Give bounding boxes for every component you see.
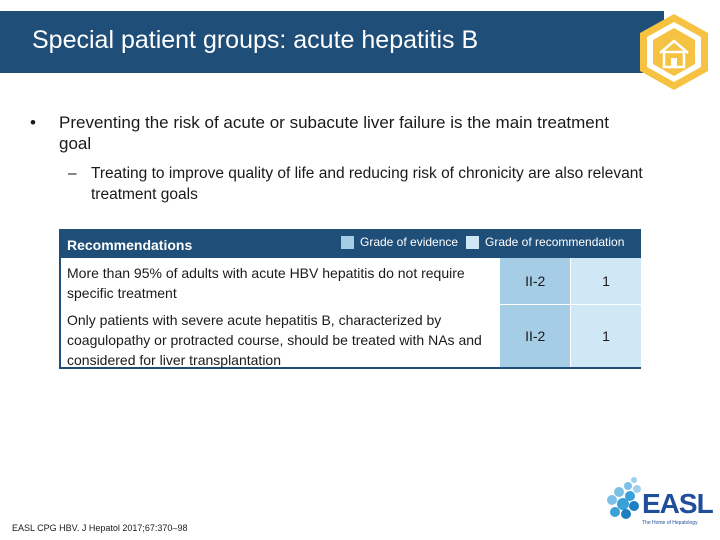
easl-logo: EASL The Home of Hepatology — [604, 476, 714, 532]
legend-evidence-swatch — [341, 235, 354, 249]
legend-recommendation-swatch — [466, 235, 479, 249]
citation: EASL CPG HBV. J Hepatol 2017;67:370–98 — [12, 523, 188, 533]
legend-evidence: Grade of evidence — [341, 235, 458, 249]
logo-tagline: The Home of Hepatology — [642, 520, 698, 526]
recommendation-grade: 1 — [571, 258, 641, 304]
recommendation-text: Only patients with severe acute hepatiti… — [61, 305, 501, 368]
recommendations-table: More than 95% of adults with acute HBV h… — [59, 258, 641, 369]
bullet-main-text: Preventing the risk of acute or subacute… — [59, 113, 609, 153]
legend-recommendation: Grade of recommendation — [466, 235, 624, 249]
evidence-grade: II-2 — [500, 305, 572, 367]
legend-recommendation-label: Grade of recommendation — [485, 235, 625, 249]
recommendations-title: Recommendations — [67, 237, 193, 253]
bullet-sub-text: Treating to improve quality of life and … — [91, 165, 643, 203]
legend-evidence-label: Grade of evidence — [360, 235, 459, 249]
logo-icon — [607, 477, 641, 519]
slide-title: Special patient groups: acute hepatitis … — [32, 26, 479, 54]
recommendations-header: Recommendations Grade of evidence Grade … — [59, 229, 641, 258]
bullet-marker: • — [30, 113, 36, 132]
title-bar — [0, 11, 664, 73]
home-icon — [640, 14, 708, 90]
recommendation-grade: 1 — [571, 305, 641, 367]
recommendation-text: More than 95% of adults with acute HBV h… — [61, 258, 501, 304]
evidence-grade: II-2 — [500, 258, 572, 304]
home-button[interactable] — [636, 12, 712, 92]
table-row: Only patients with severe acute hepatiti… — [61, 304, 641, 368]
bullet-sub-marker: – — [68, 165, 77, 182]
logo-text: EASL — [642, 488, 714, 519]
table-row: More than 95% of adults with acute HBV h… — [61, 258, 641, 304]
